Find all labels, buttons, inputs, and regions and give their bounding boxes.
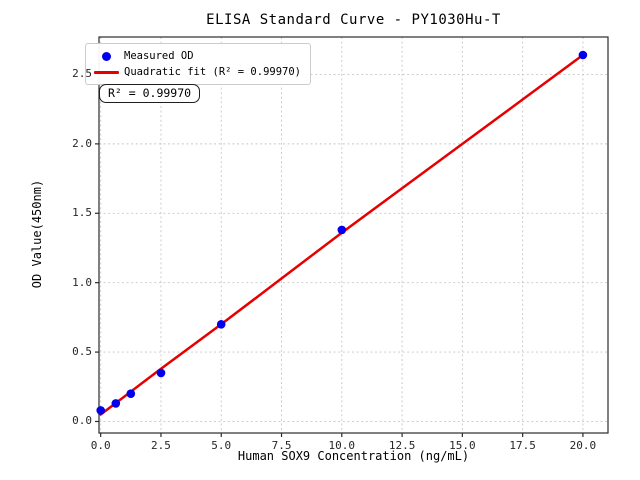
y-axis-label: OD Value(450nm) [30,179,44,289]
data-point [111,399,121,408]
plot-frame [98,36,609,434]
x-tick-label: 12.5 [388,439,416,452]
x-tick-label: 10.0 [328,439,356,452]
r-squared-annotation: R² = 0.99970 [99,84,201,103]
data-point [126,389,136,399]
x-tick-label: 15.0 [449,439,476,452]
data-point [578,50,588,60]
y-tick-label: 1.0 [72,275,92,289]
data-point [96,406,105,415]
data-point [216,320,226,329]
line-marker-icon [94,70,119,74]
y-tick-label: 0.0 [72,414,92,428]
y-tick-label: 0.5 [72,345,92,359]
legend-item-measured-od: Measured OD [93,48,301,64]
x-tick-label: 20.0 [569,439,597,452]
x-tick-label: 7.5 [271,439,292,452]
legend: Measured OD Quadratic fit (R² = 0.99970) [85,43,312,85]
chart-title: ELISA Standard Curve - PY1030Hu-T [206,12,501,28]
scatter-marker-icon [102,51,111,61]
y-tick-label: 2.0 [72,136,92,150]
legend-item-quadratic-fit: Quadratic fit (R² = 0.99970) [93,64,301,80]
data-point [337,225,347,235]
legend-label: Measured OD [124,50,194,62]
x-axis-label: Human SOX9 Concentration (ng/mL) [237,449,470,463]
y-tick-label: 1.5 [72,206,92,220]
x-tick-label: 0.0 [90,439,111,452]
x-tick-label: 5.0 [211,439,232,452]
legend-label: Quadratic fit (R² = 0.99970) [124,66,302,78]
x-tick-label: 2.5 [151,439,171,452]
x-tick-label: 17.5 [509,439,536,452]
y-tick-label: 2.5 [72,67,92,81]
data-point [156,368,166,378]
